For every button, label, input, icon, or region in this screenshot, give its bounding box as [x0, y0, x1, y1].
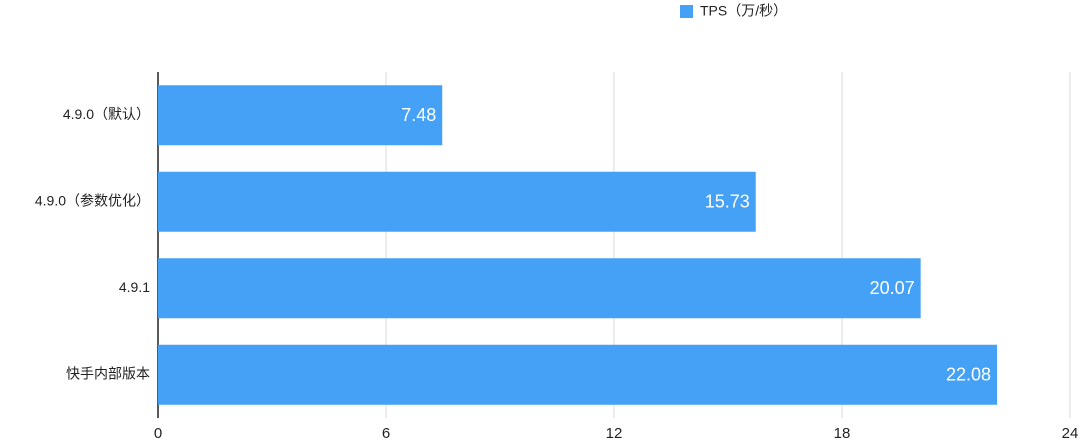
y-tick-label: 快手内部版本: [66, 365, 150, 381]
legend-label: TPS（万/秒）: [700, 3, 787, 19]
x-tick-label: 18: [834, 425, 851, 442]
bar: [158, 85, 443, 146]
y-tick-label: 4.9.1: [119, 279, 150, 295]
value-label: 7.48: [401, 105, 436, 125]
y-tick-label: 4.9.0（默认）: [63, 106, 150, 122]
value-label: 22.08: [946, 365, 991, 385]
bar: [158, 344, 998, 405]
y-tick-label: 4.9.0（参数优化）: [35, 192, 150, 208]
x-tick-label: 12: [606, 425, 623, 442]
bar: [158, 258, 921, 319]
x-tick-label: 0: [154, 425, 162, 442]
x-tick-label: 6: [382, 425, 390, 442]
value-label: 20.07: [870, 278, 915, 298]
legend-swatch: [680, 5, 693, 18]
value-label: 15.73: [705, 192, 750, 212]
x-tick-label: 24: [1062, 425, 1079, 442]
bar: [158, 171, 756, 232]
